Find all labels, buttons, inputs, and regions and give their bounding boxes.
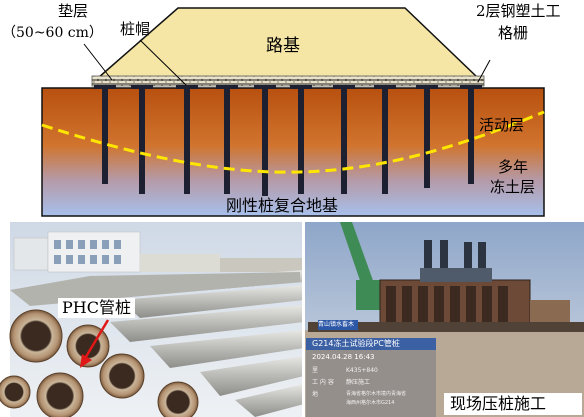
watermark-row2-value: 静压施工 bbox=[346, 379, 371, 386]
geogrid-leader bbox=[477, 59, 491, 83]
cushion-layer bbox=[91, 75, 485, 87]
pile-cap-label: 桩帽 bbox=[120, 20, 151, 38]
soil-layer bbox=[41, 87, 545, 217]
permafrost-label: 多年 bbox=[498, 158, 529, 176]
cushion-leader bbox=[83, 43, 113, 81]
geogrid-label-line2: 格栅 bbox=[498, 24, 529, 42]
pile-caps bbox=[94, 85, 482, 89]
cushion-thickness-label: （50~60 cm） bbox=[2, 25, 103, 41]
watermark-row3-key: 地 bbox=[312, 391, 319, 398]
phc-photo bbox=[0, 222, 304, 417]
active-layer-boundary bbox=[41, 110, 545, 174]
watermark-row2-key: 工 内 容 bbox=[312, 379, 334, 386]
piles bbox=[102, 88, 474, 196]
site-photo bbox=[304, 222, 584, 417]
watermark-row3-value: 青海省格尔木市境内青海省 bbox=[346, 391, 407, 397]
active-layer-label: 活动层 bbox=[479, 116, 525, 134]
geogrid-label: 2层钢塑土工 bbox=[476, 2, 561, 20]
embankment-label: 路基 bbox=[266, 36, 300, 56]
watermark-title: G214冻土试验段PC管桩 bbox=[312, 339, 400, 348]
site-construction-label: 现场压桩施工 bbox=[450, 394, 547, 413]
watermark-location: 青山镇水畜木 bbox=[318, 321, 355, 328]
watermark-row1-key: 里 bbox=[312, 367, 319, 374]
cushion-label: 垫层 bbox=[58, 2, 89, 20]
permafrost-label-line2: 冻土层 bbox=[490, 178, 536, 196]
watermark-row1-value: K435+840 bbox=[346, 367, 378, 374]
watermark-datetime: 2024.04.28 16:43 bbox=[312, 353, 375, 361]
foundation-label: 刚性桩复合地基 bbox=[226, 196, 339, 215]
pile-cap-leader bbox=[139, 39, 187, 86]
watermark-row4-value: 海西州格尔木市G214 bbox=[346, 400, 395, 406]
phc-pile-label: PHC管桩 bbox=[58, 298, 135, 318]
